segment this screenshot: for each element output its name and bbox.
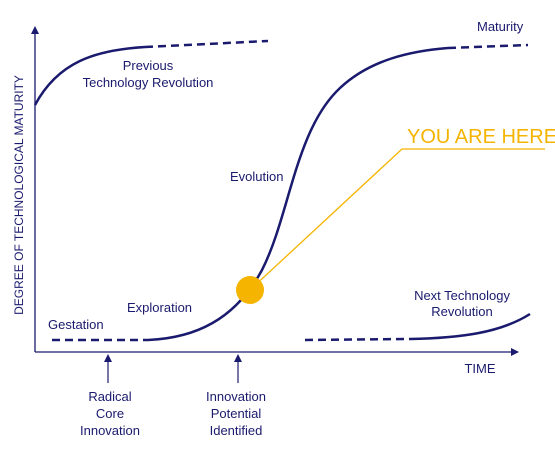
maturity-dashed-line bbox=[447, 43, 529, 50]
potential-label-line2: Potential bbox=[211, 406, 262, 421]
potential-label-line1: Innovation bbox=[206, 389, 266, 404]
next-revolution-curve bbox=[409, 312, 531, 341]
potential-label-line3: Identified bbox=[210, 423, 263, 438]
y-axis-label: DEGREE OF TECHNOLOGICAL MATURITY bbox=[12, 75, 26, 315]
you-are-here-label: YOU ARE HERE bbox=[407, 126, 555, 148]
phase-evolution: Evolution bbox=[230, 169, 283, 184]
phase-maturity: Maturity bbox=[477, 19, 524, 34]
next-revolution-line2: Revolution bbox=[431, 304, 492, 319]
radical-label-line2: Core bbox=[96, 406, 124, 421]
you-are-here-dot bbox=[236, 276, 264, 304]
phase-gestation: Gestation bbox=[48, 317, 104, 332]
x-axis-label: TIME bbox=[464, 361, 495, 376]
next-revolution-dashed bbox=[304, 337, 411, 342]
previous-revolution-dashed bbox=[144, 39, 269, 49]
previous-revolution-line1: Previous bbox=[123, 58, 174, 73]
radical-label-line1: Radical bbox=[88, 389, 131, 404]
phase-exploration: Exploration bbox=[127, 300, 192, 315]
main-s-curve bbox=[147, 46, 449, 342]
previous-revolution-curve bbox=[33, 45, 146, 106]
previous-revolution-line2: Technology Revolution bbox=[83, 75, 214, 90]
you-are-here-pointer bbox=[249, 148, 545, 291]
next-revolution-line1: Next Technology bbox=[414, 288, 510, 303]
radical-label-line3: Innovation bbox=[80, 423, 140, 438]
